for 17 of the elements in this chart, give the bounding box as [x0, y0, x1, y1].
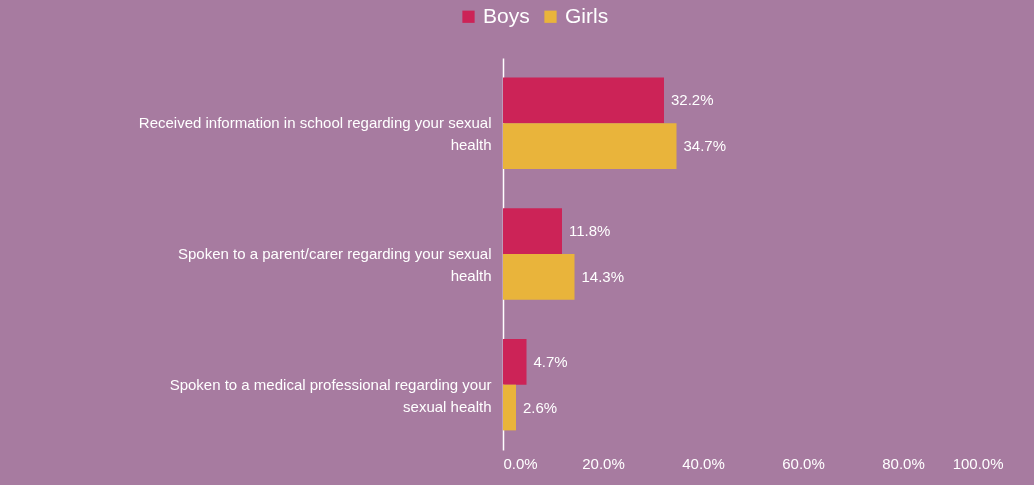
data-label: 4.7%: [533, 352, 568, 370]
x-tick-label: 60.0%: [782, 454, 825, 472]
legend-label: Boys: [483, 3, 530, 27]
y-tick-label: Spoken to a parent/carer regarding your sexual health: [177, 245, 492, 284]
data-label: 32.2%: [671, 91, 714, 109]
x-tick-label: 100.0%: [952, 454, 1004, 472]
x-tick-label: 20.0%: [582, 454, 625, 472]
y-tick-label: Spoken to a medical professional regarding your sexual health: [169, 375, 492, 415]
y-tick-label: Received information in school regarding your sexual health: [138, 114, 492, 154]
data-label: 11.8%: [569, 222, 611, 240]
data-label: 2.6%: [523, 398, 558, 416]
legend-label: Girls: [565, 3, 609, 27]
data-label: 34.7%: [683, 137, 727, 155]
data-label: 14.3%: [581, 267, 625, 285]
x-tick-label: 40.0%: [682, 454, 725, 472]
x-tick-label: 0.0%: [503, 454, 538, 472]
x-tick-label: 80.0%: [882, 454, 925, 472]
